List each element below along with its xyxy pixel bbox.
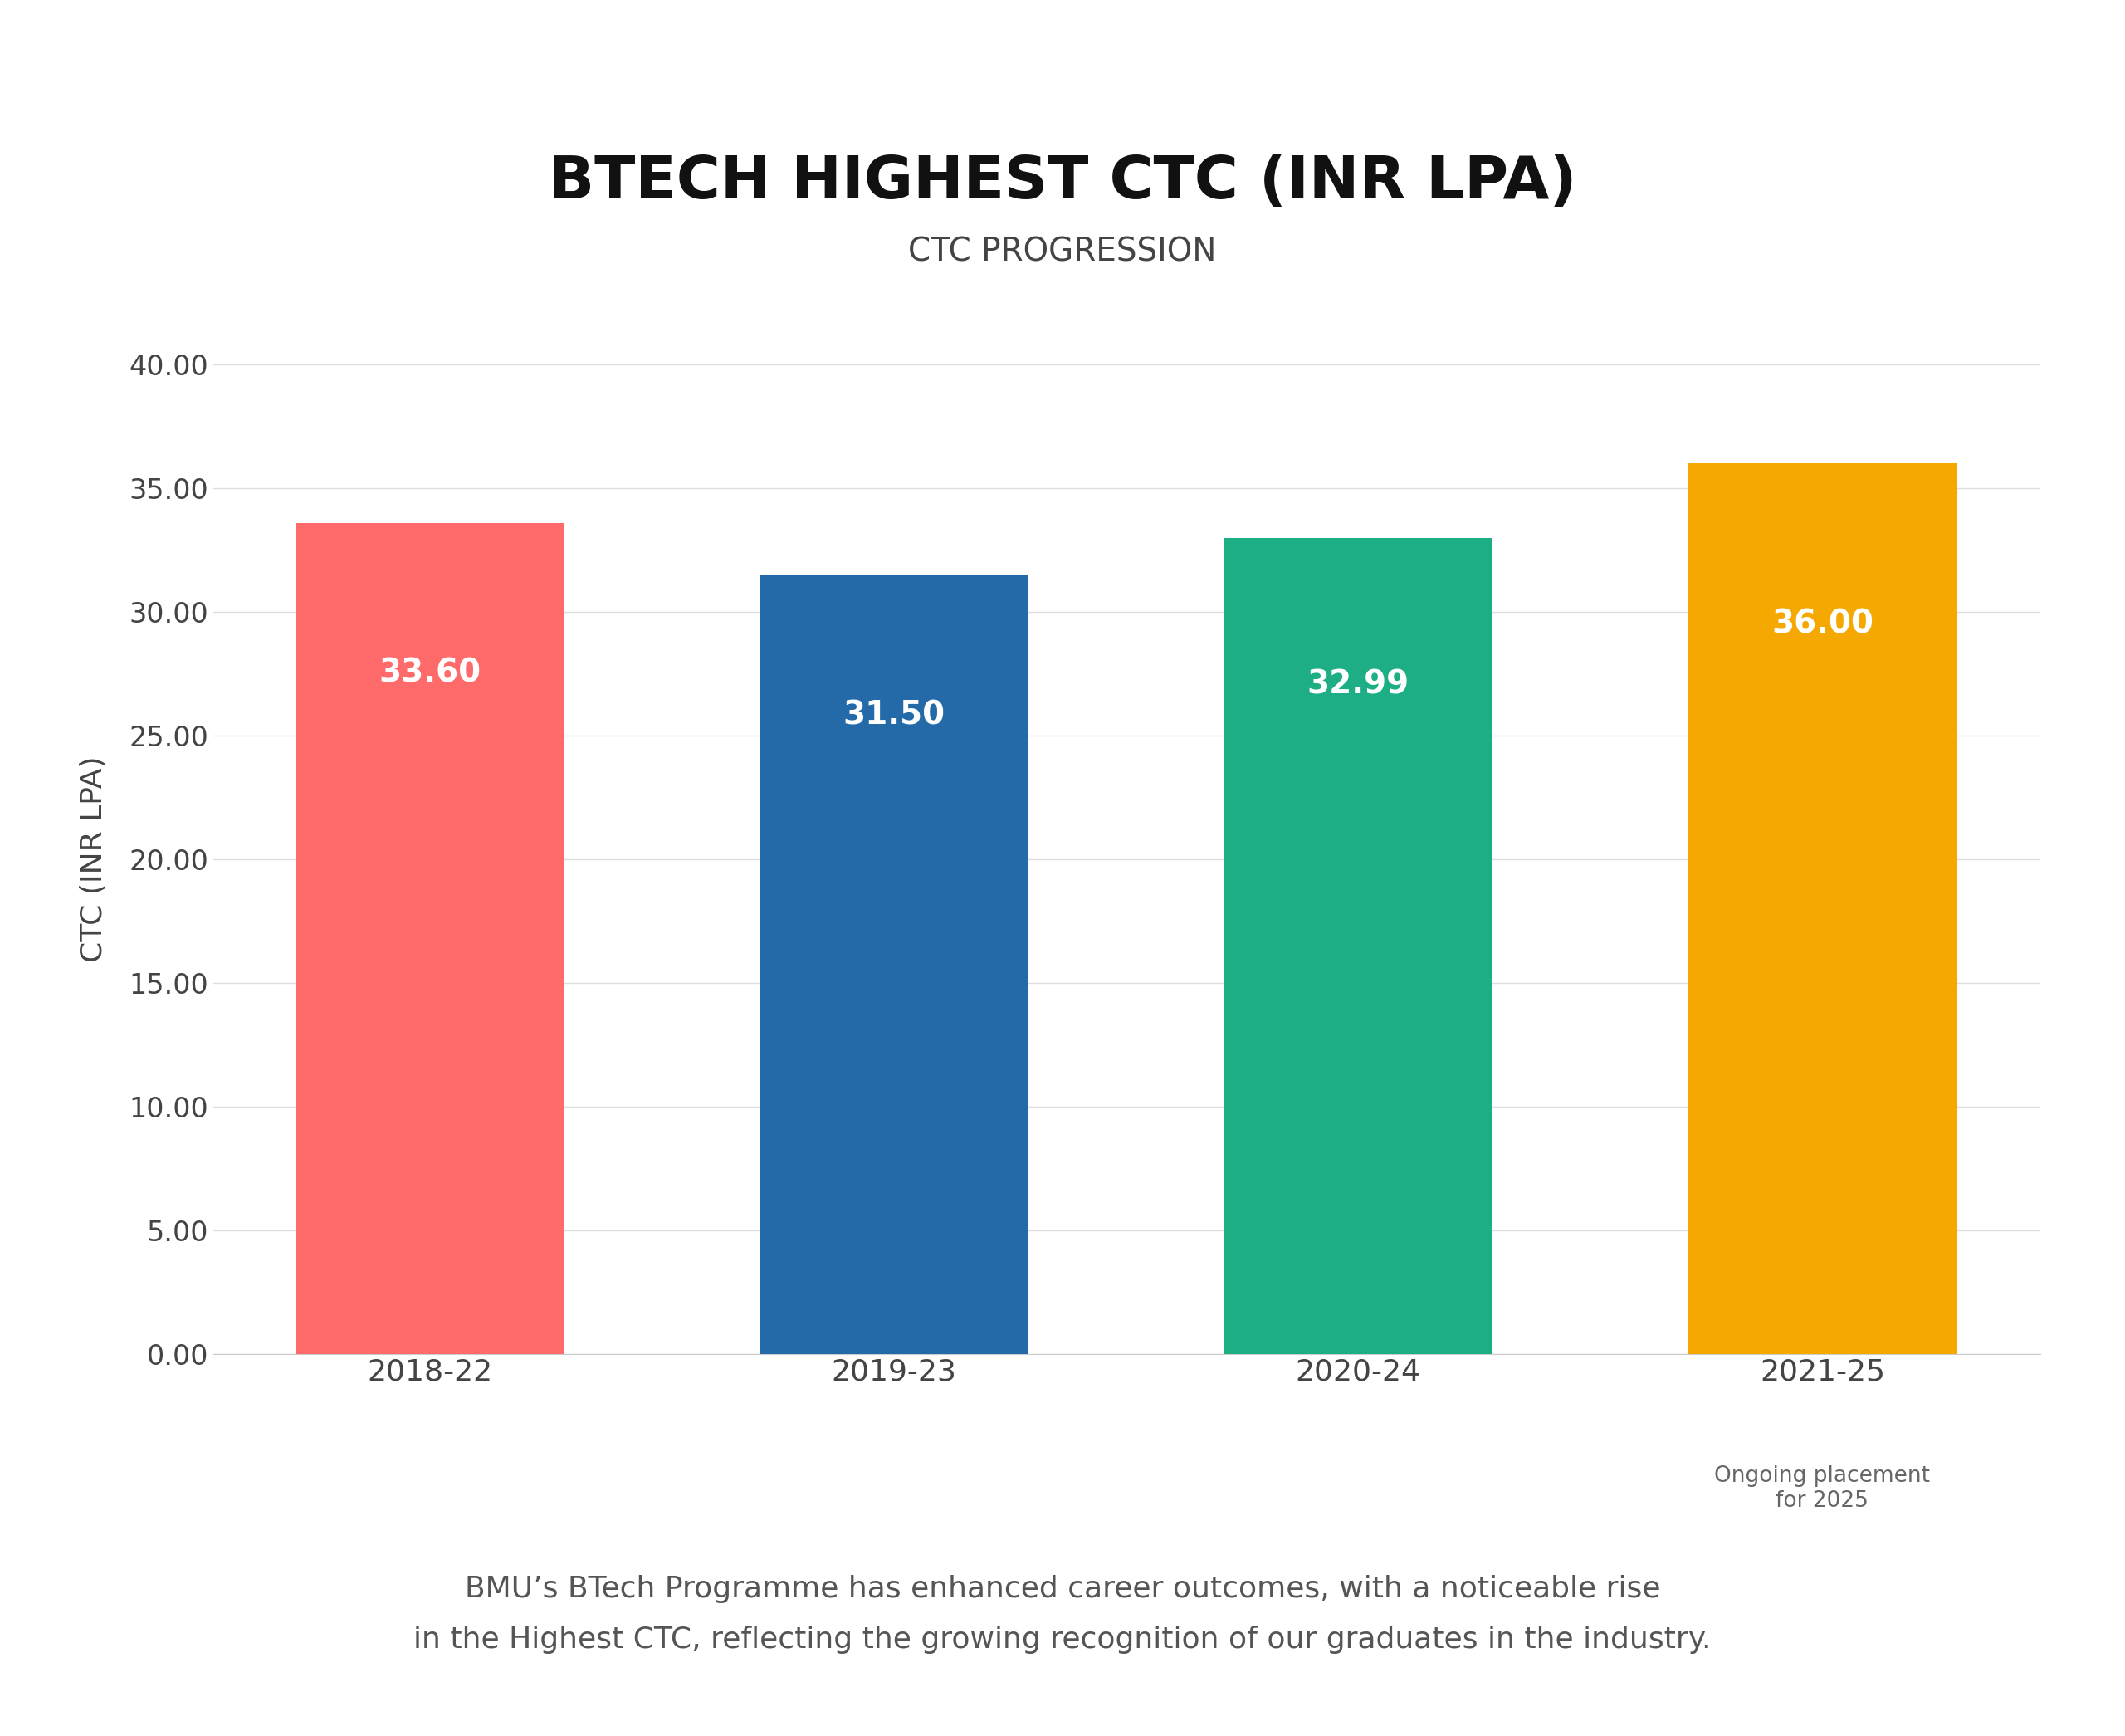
Bar [1687,464,1957,1354]
Text: BTECH HIGHEST CTC (INR LPA): BTECH HIGHEST CTC (INR LPA) [548,155,1577,210]
Bar [759,575,1028,1354]
Text: 32.99: 32.99 [1307,668,1409,701]
Text: CTC PROGRESSION: CTC PROGRESSION [907,236,1218,267]
Text: BMU’s BTech Programme has enhanced career outcomes, with a noticeable rise
in th: BMU’s BTech Programme has enhanced caree… [414,1575,1711,1654]
Text: 33.60: 33.60 [378,656,480,687]
Bar [295,523,565,1354]
Text: 31.50: 31.50 [844,700,946,731]
Y-axis label: CTC (INR LPA): CTC (INR LPA) [81,757,108,962]
Text: 36.00: 36.00 [1772,608,1874,639]
Bar [1224,538,1494,1354]
Text: Ongoing placement
for 2025: Ongoing placement for 2025 [1715,1465,1930,1512]
